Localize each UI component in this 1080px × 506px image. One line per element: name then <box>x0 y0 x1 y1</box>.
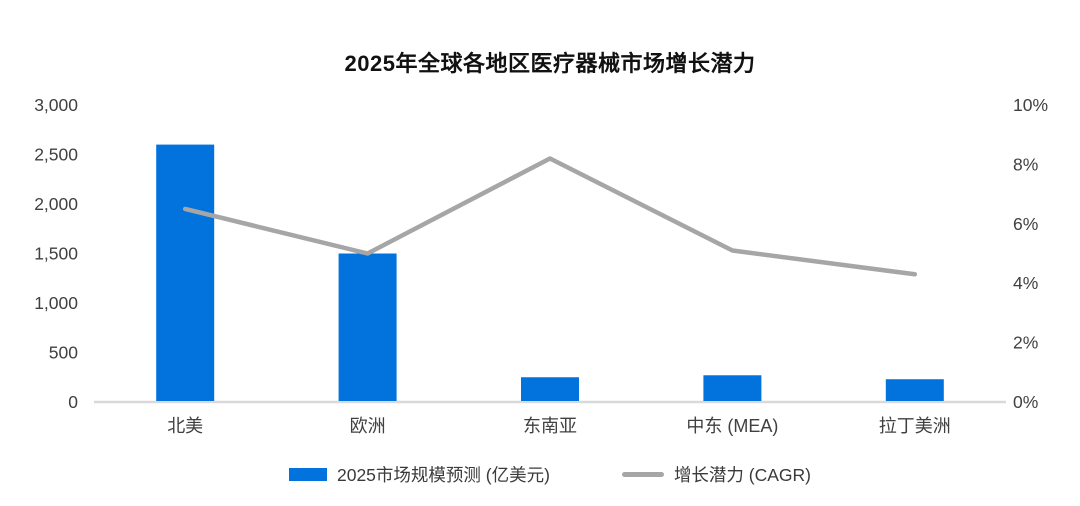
category-label: 东南亚 <box>523 416 577 436</box>
left-axis-tick: 2,500 <box>34 145 78 165</box>
legend-line-swatch <box>621 472 664 477</box>
left-axis-tick: 1,500 <box>34 244 78 264</box>
left-axis-tick: 1,000 <box>34 293 78 313</box>
right-axis-tick: 6% <box>1013 214 1038 234</box>
right-axis-tick: 8% <box>1013 154 1038 174</box>
legend-line-label: 增长潜力 (CAGR) <box>673 465 812 485</box>
category-label: 拉丁美洲 <box>879 416 951 436</box>
category-label: 北美 <box>167 416 203 436</box>
legend-item-cagr: 增长潜力 (CAGR) <box>621 462 812 487</box>
right-axis-tick: 4% <box>1013 273 1038 293</box>
chart-title: 2025年全球各地区医疗器械市场增长潜力 <box>344 51 756 76</box>
chart-plot-area: 0 500 1,000 1,500 2,000 2,500 3,000 0% 2% 4% 6% 8% 1… <box>34 95 1048 436</box>
cagr-line <box>182 156 918 277</box>
bar-中东 (MEA) <box>703 375 762 401</box>
legend-item-market-size: 2025市场规模预测 (亿美元) <box>288 462 550 487</box>
left-axis-tick: 2,000 <box>34 194 78 214</box>
bar-东南亚 <box>521 377 579 401</box>
right-axis-tick: 2% <box>1013 333 1038 353</box>
legend-bar-label: 2025市场规模预测 (亿美元) <box>336 465 550 485</box>
left-axis-tick: 500 <box>49 343 78 363</box>
legend-bar-swatch <box>288 468 327 481</box>
category-label: 中东 (MEA) <box>686 416 778 436</box>
category-label: 欧洲 <box>350 416 386 436</box>
right-axis-tick: 10% <box>1013 95 1048 115</box>
left-axis-tick: 3,000 <box>34 95 78 115</box>
right-axis-tick: 0% <box>1013 392 1038 412</box>
chart-legend: 2025市场规模预测 (亿美元) 增长潜力 (CAGR) <box>94 462 1006 487</box>
bar-拉丁美洲 <box>885 379 944 401</box>
left-axis-tick: 0 <box>68 392 78 412</box>
bar-欧洲 <box>338 253 397 401</box>
bar-北美 <box>156 144 215 401</box>
